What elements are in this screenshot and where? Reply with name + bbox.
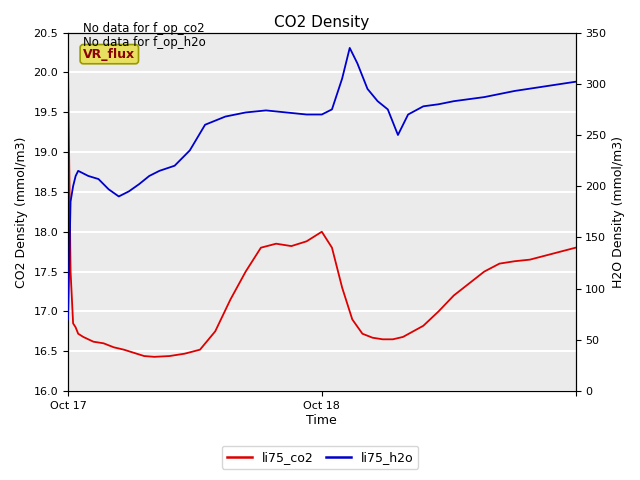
Text: No data for f_op_co2: No data for f_op_co2 bbox=[83, 22, 205, 35]
Y-axis label: CO2 Density (mmol/m3): CO2 Density (mmol/m3) bbox=[15, 136, 28, 288]
Text: No data for f_op_h2o: No data for f_op_h2o bbox=[83, 36, 206, 49]
Legend: li75_co2, li75_h2o: li75_co2, li75_h2o bbox=[221, 446, 419, 469]
Title: CO2 Density: CO2 Density bbox=[274, 15, 369, 30]
Y-axis label: H2O Density (mmol/m3): H2O Density (mmol/m3) bbox=[612, 136, 625, 288]
X-axis label: Time: Time bbox=[307, 414, 337, 427]
Text: VR_flux: VR_flux bbox=[83, 48, 136, 60]
